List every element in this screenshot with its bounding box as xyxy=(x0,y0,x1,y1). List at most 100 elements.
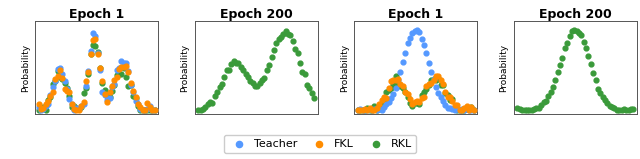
Point xyxy=(572,30,582,32)
Point xyxy=(576,34,586,36)
Point xyxy=(376,99,387,101)
Point xyxy=(97,80,108,82)
Point xyxy=(76,105,86,108)
Point xyxy=(60,88,70,90)
Point xyxy=(212,90,222,93)
Point xyxy=(552,71,563,73)
Point xyxy=(381,96,392,99)
Point xyxy=(109,79,120,81)
Point xyxy=(60,80,70,82)
Point xyxy=(302,84,312,87)
Point xyxy=(116,73,127,75)
Point xyxy=(93,53,103,56)
Point xyxy=(614,108,624,111)
Point xyxy=(149,109,159,112)
Point xyxy=(33,109,44,112)
Point xyxy=(414,100,424,103)
Point xyxy=(33,105,44,108)
Point xyxy=(564,35,575,37)
Point xyxy=(355,109,365,112)
Point xyxy=(48,91,58,93)
Point xyxy=(147,109,157,112)
Point xyxy=(135,109,145,112)
Point xyxy=(414,31,424,33)
Point xyxy=(386,87,396,89)
Point xyxy=(67,103,77,105)
Point xyxy=(388,83,399,86)
Point xyxy=(466,109,476,112)
Point xyxy=(55,76,65,79)
Point xyxy=(417,38,427,40)
Point xyxy=(513,107,523,109)
Point xyxy=(62,86,72,89)
Point xyxy=(193,108,204,111)
Point xyxy=(52,75,63,77)
Point xyxy=(124,71,134,74)
Point xyxy=(38,106,49,109)
Point xyxy=(397,60,408,63)
Point xyxy=(250,85,260,88)
Point xyxy=(466,106,476,108)
Point xyxy=(255,81,265,84)
Point xyxy=(241,73,251,76)
Point xyxy=(379,101,389,103)
Point xyxy=(374,108,384,110)
Point xyxy=(273,38,284,40)
Point xyxy=(536,104,547,106)
Point xyxy=(360,108,370,111)
Point xyxy=(390,86,401,89)
Point xyxy=(245,80,255,82)
Point xyxy=(41,109,51,111)
Point xyxy=(369,105,380,107)
Point xyxy=(543,95,554,98)
Point xyxy=(38,105,49,108)
Point xyxy=(447,108,458,111)
Point xyxy=(457,109,467,112)
Point xyxy=(79,103,89,105)
Point xyxy=(457,108,467,111)
Point xyxy=(69,108,79,111)
Legend: Teacher, FKL, RKL: Teacher, FKL, RKL xyxy=(224,135,416,153)
Point xyxy=(86,53,96,55)
Point xyxy=(125,84,136,86)
Point xyxy=(421,85,431,87)
Point xyxy=(149,109,159,112)
Point xyxy=(450,107,460,109)
Point xyxy=(300,73,310,75)
Point xyxy=(114,68,124,70)
Point xyxy=(36,107,46,109)
Point xyxy=(145,106,155,109)
Point xyxy=(285,34,296,37)
Point xyxy=(419,96,429,99)
Point xyxy=(76,106,86,108)
Point xyxy=(45,95,56,97)
Point xyxy=(562,42,572,44)
Point xyxy=(86,53,96,56)
Point xyxy=(365,107,375,109)
Point xyxy=(358,109,368,112)
Point xyxy=(431,79,441,82)
Point xyxy=(602,102,612,104)
Point xyxy=(355,108,365,110)
Point xyxy=(262,69,272,71)
Point xyxy=(412,100,422,102)
Point xyxy=(379,106,389,109)
Point xyxy=(55,67,65,69)
Point xyxy=(131,97,141,99)
Point xyxy=(461,105,472,108)
Point xyxy=(362,109,372,112)
Point xyxy=(111,69,122,71)
Point xyxy=(428,78,438,81)
Point xyxy=(400,91,410,93)
Point xyxy=(243,76,253,78)
Point xyxy=(205,100,215,103)
Point xyxy=(43,102,53,105)
Point xyxy=(424,83,434,86)
Point xyxy=(74,109,84,112)
Point xyxy=(276,36,286,38)
Point xyxy=(50,80,60,83)
Point xyxy=(131,96,141,98)
Point xyxy=(64,97,74,100)
Point xyxy=(307,91,317,94)
Point xyxy=(100,94,110,96)
